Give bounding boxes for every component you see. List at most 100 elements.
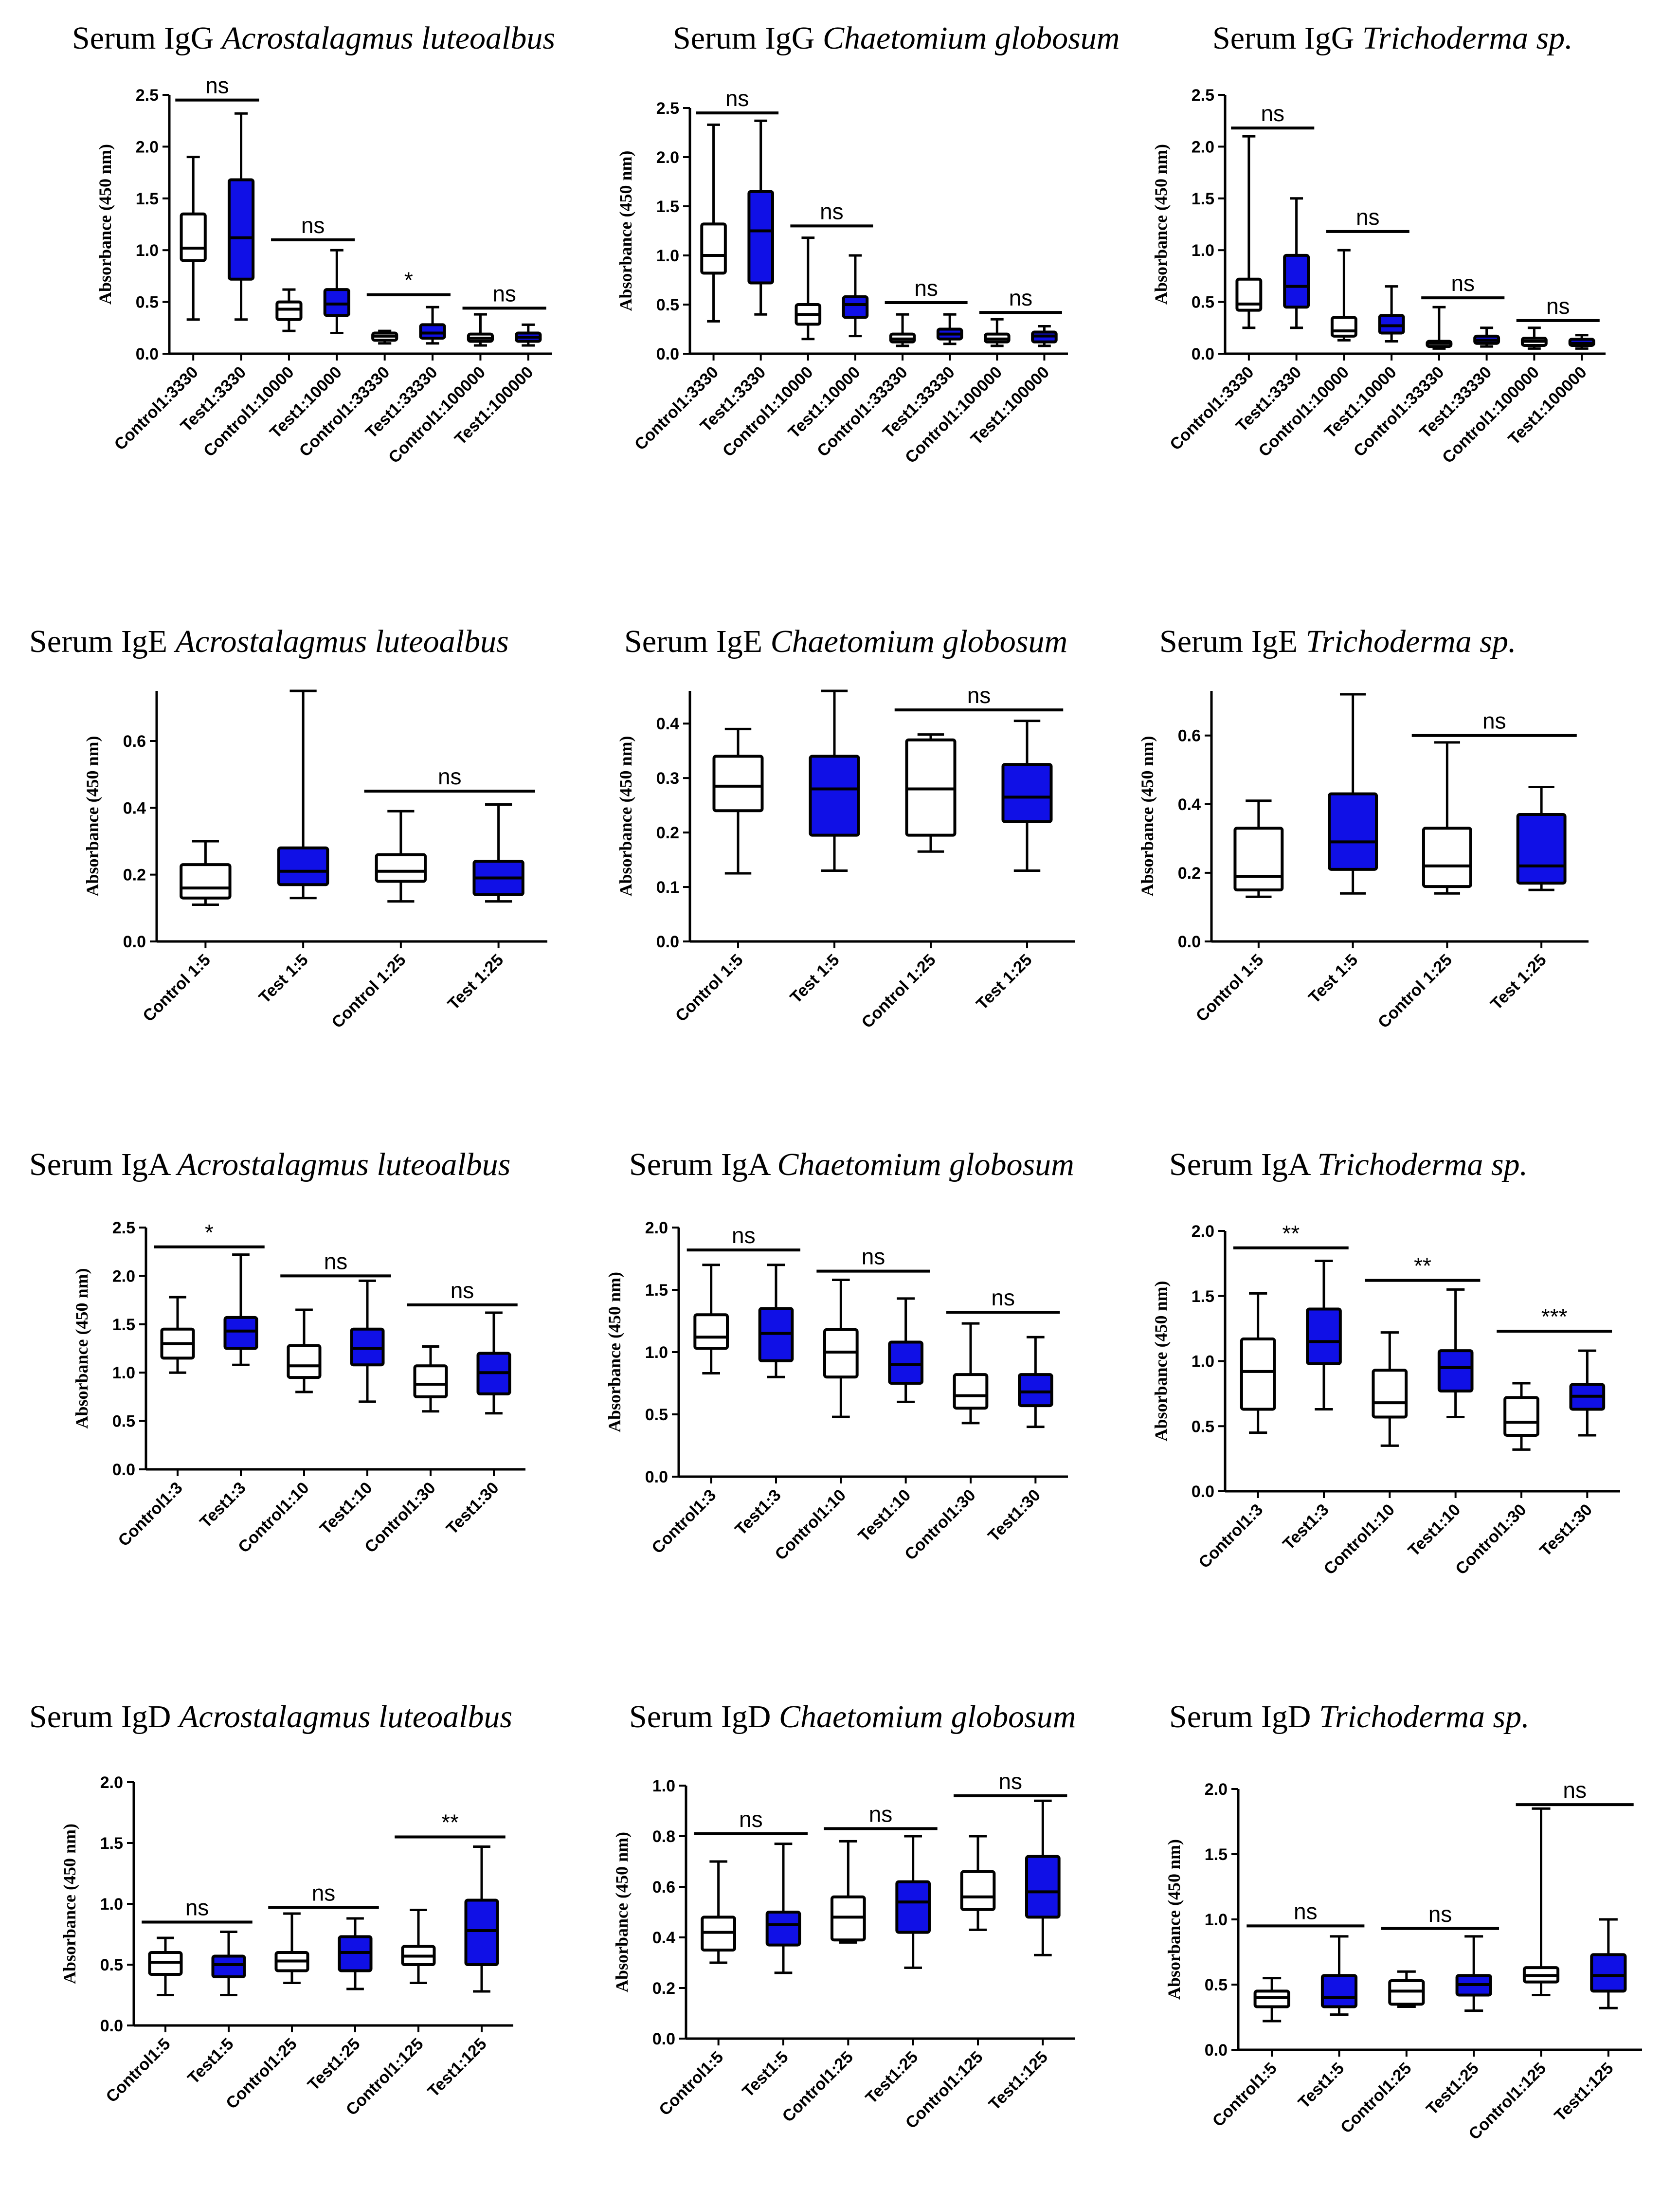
significance-label: ns: [205, 73, 229, 98]
x-tick-label: Test 1:5: [1305, 951, 1361, 1007]
box-test: [515, 323, 542, 347]
box-iqr: [419, 323, 446, 340]
box-test: [895, 1835, 931, 1969]
x-tick-label: Control1:25: [1337, 2059, 1415, 2137]
box-iqr: [275, 300, 303, 321]
box-iqr: [693, 1313, 729, 1350]
y-tick-label: 0.2: [123, 866, 146, 885]
box-control: [701, 1860, 737, 1964]
significance-label: ns: [998, 1769, 1022, 1794]
box-control: [960, 1835, 996, 1931]
title-prefix: Serum IgE: [624, 624, 771, 659]
significance-label: ns: [451, 1278, 474, 1303]
box-iqr: [1235, 277, 1263, 312]
box-test: [1018, 1336, 1053, 1428]
y-tick-label: 0.4: [1178, 795, 1201, 814]
y-tick-label: 0.0: [656, 933, 679, 951]
title-prefix: Serum IgG: [72, 20, 222, 56]
chart-title: Serum IgD Acrostalagmus luteoalbus: [29, 1699, 512, 1735]
significance-label: *: [404, 268, 413, 293]
box-control: [1422, 741, 1472, 895]
significance-label: ns: [914, 275, 938, 301]
chart-panel-8: Serum IgA Chaetomium globosum 0.0 0.5 1.0 1.…: [605, 1147, 1074, 1564]
box-iqr: [1330, 316, 1357, 338]
box-test: [1569, 1349, 1606, 1437]
title-species: Acrostalagmus luteoalbus: [177, 1699, 512, 1735]
y-tick-label: 2.0: [645, 1219, 668, 1237]
y-tick-label: 2.0: [1205, 1780, 1228, 1799]
box-iqr: [1320, 1974, 1358, 2008]
y-axis-label: Absorbance (450 nm): [612, 1832, 632, 1992]
y-axis-label: Absorbance (450 nm): [95, 144, 115, 305]
chart-title: Serum IgD Trichoderma sp.: [1169, 1699, 1530, 1735]
significance-label: ***: [1541, 1304, 1568, 1329]
y-tick-label: 0.0: [1178, 933, 1201, 951]
box-test: [747, 119, 774, 316]
box-control: [1330, 249, 1357, 342]
box-test: [1455, 1935, 1492, 2012]
x-tick-label: Test1:30: [984, 1486, 1044, 1546]
y-tick-label: 0.5: [645, 1406, 668, 1424]
title-species: Acrostalagmus luteoalbus: [174, 624, 509, 659]
y-tick-label: 0.0: [123, 933, 146, 951]
box-control: [953, 1322, 989, 1425]
significance-label: ns: [869, 1801, 893, 1826]
box-test: [1283, 197, 1310, 329]
box-iqr: [1437, 1349, 1474, 1393]
box-control: [1372, 1331, 1408, 1447]
x-tick-label: Test1:3: [731, 1486, 784, 1539]
box-iqr: [895, 1880, 931, 1934]
box-iqr: [765, 1911, 801, 1947]
y-tick-label: 0.0: [656, 345, 679, 363]
significance-label: ns: [312, 1880, 336, 1906]
box-control: [275, 288, 303, 332]
y-tick-label: 2.5: [112, 1219, 135, 1237]
y-axis-label: Absorbance (450 nm): [1164, 1839, 1184, 2000]
y-tick-label: 2.5: [136, 86, 159, 105]
box-test: [1568, 334, 1595, 350]
box-test: [1320, 1935, 1358, 2016]
significance-label: ns: [1356, 204, 1380, 230]
y-tick-label: 1.0: [112, 1364, 135, 1382]
y-tick-label: 2.0: [656, 148, 679, 167]
box-test: [758, 1264, 794, 1378]
box-test: [1031, 325, 1058, 347]
x-tick-label: Test1:125: [424, 2035, 490, 2101]
x-tick-label: Test1:5: [1295, 2059, 1348, 2112]
x-tick-label: Control 1:5: [672, 951, 747, 1026]
y-tick-label: 0.0: [1192, 345, 1214, 363]
box-control: [1235, 135, 1263, 329]
x-tick-label: Test1:5: [739, 2048, 792, 2101]
box-control: [905, 733, 957, 853]
chart-panel-12: Serum IgD Trichoderma sp. 0.0 0.5 1.0 1.5 2.0…: [1164, 1699, 1642, 2144]
title-species: Chaetomium globosum: [771, 624, 1068, 659]
box-iqr: [747, 190, 774, 285]
x-tick-label: Control1:5: [655, 2048, 727, 2119]
y-tick-label: 2.0: [100, 1773, 123, 1792]
x-tick-label: Test1:10: [1405, 1500, 1464, 1560]
x-tick-label: Test1:3: [1279, 1500, 1332, 1554]
box-control: [823, 1279, 859, 1418]
significance-label: ns: [185, 1895, 209, 1920]
chart-title: Serum IgA Chaetomium globosum: [629, 1147, 1074, 1182]
box-control: [1388, 1970, 1425, 2008]
title-prefix: Serum IgA: [1169, 1147, 1317, 1182]
box-iqr: [227, 178, 255, 281]
y-tick-label: 1.5: [1192, 190, 1214, 208]
chart-title: Serum IgE Trichoderma sp.: [1159, 624, 1516, 659]
box-control: [1253, 1977, 1290, 2023]
y-tick-label: 1.5: [136, 190, 159, 208]
y-tick-label: 1.0: [1205, 1911, 1228, 1929]
title-species: Chaetomium globosum: [823, 20, 1120, 56]
y-tick-label: 0.6: [652, 1878, 675, 1897]
y-axis-label: Absorbance (450 nm): [1151, 144, 1171, 305]
box-test: [1516, 786, 1567, 891]
box-control: [287, 1308, 322, 1393]
x-tick-label: Test 1:5: [255, 951, 312, 1007]
title-species: Chaetomium globosum: [777, 1147, 1074, 1182]
box-control: [180, 840, 232, 906]
x-tick-label: Test 1:25: [1487, 951, 1550, 1013]
x-tick-label: Control1:10: [1320, 1500, 1398, 1578]
chart-title: Serum IgE Acrostalagmus luteoalbus: [29, 624, 509, 659]
